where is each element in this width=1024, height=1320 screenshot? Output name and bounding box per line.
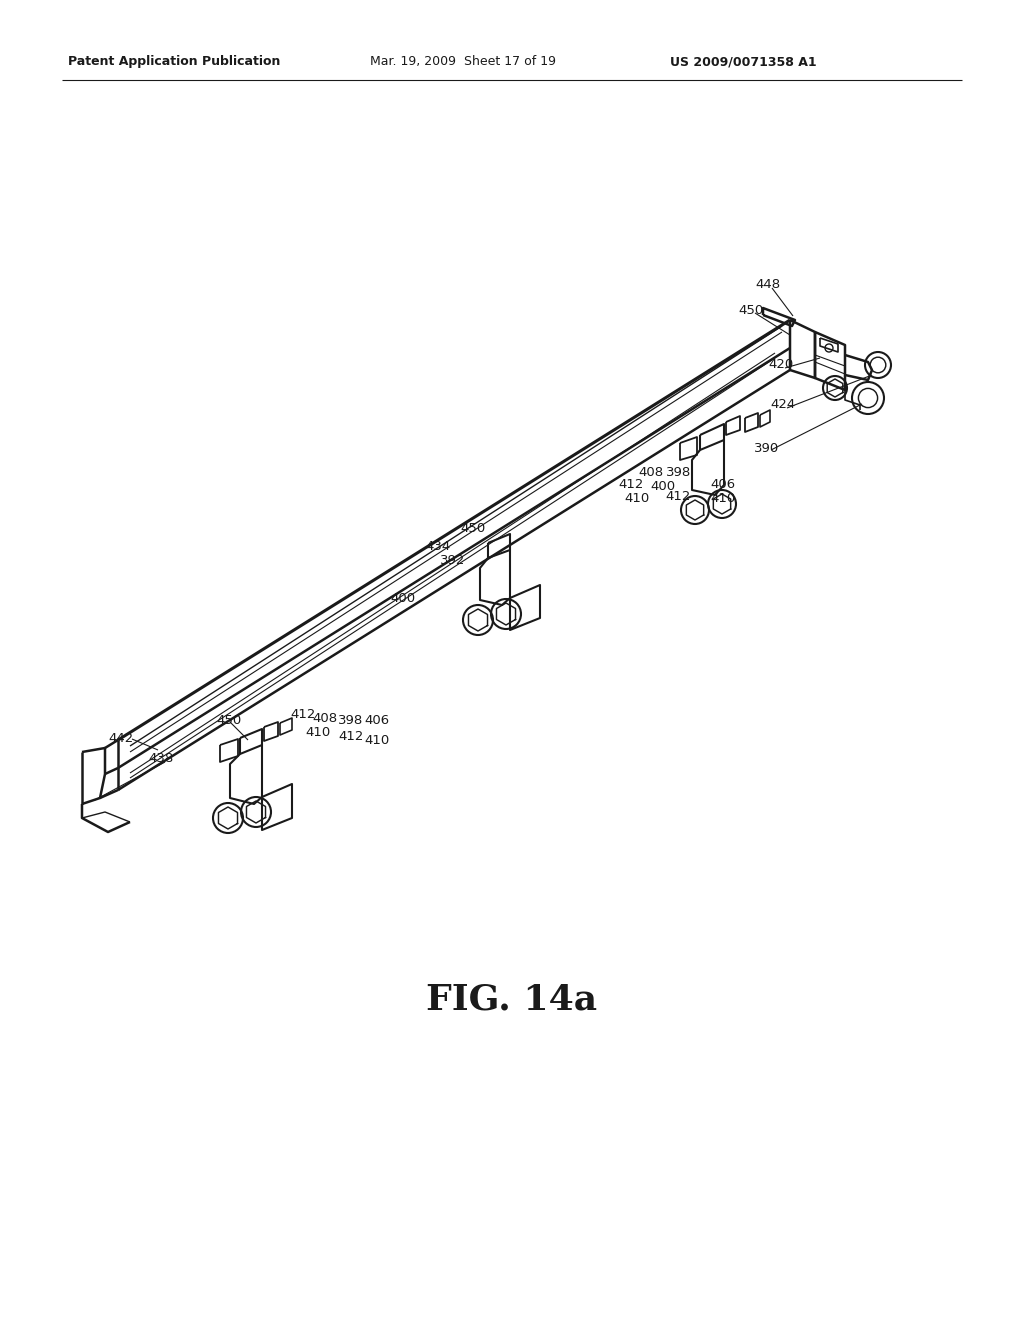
Text: 438: 438 bbox=[148, 751, 173, 764]
Text: 434: 434 bbox=[425, 540, 451, 553]
Text: Mar. 19, 2009  Sheet 17 of 19: Mar. 19, 2009 Sheet 17 of 19 bbox=[370, 55, 556, 69]
Text: 412: 412 bbox=[665, 491, 690, 503]
Text: 442: 442 bbox=[108, 731, 133, 744]
Text: 400: 400 bbox=[650, 479, 675, 492]
Text: 412: 412 bbox=[618, 478, 643, 491]
Text: 420: 420 bbox=[768, 359, 794, 371]
Text: 408: 408 bbox=[638, 466, 664, 479]
Text: 450: 450 bbox=[738, 304, 763, 317]
Text: 412: 412 bbox=[290, 709, 315, 722]
Text: FIG. 14a: FIG. 14a bbox=[426, 983, 598, 1016]
Text: Patent Application Publication: Patent Application Publication bbox=[68, 55, 281, 69]
Text: 450: 450 bbox=[460, 521, 485, 535]
Text: 412: 412 bbox=[338, 730, 364, 742]
Text: 400: 400 bbox=[390, 591, 415, 605]
Text: 424: 424 bbox=[770, 399, 796, 412]
Text: 410: 410 bbox=[364, 734, 389, 747]
Text: 408: 408 bbox=[312, 711, 337, 725]
Text: US 2009/0071358 A1: US 2009/0071358 A1 bbox=[670, 55, 816, 69]
Text: 448: 448 bbox=[755, 279, 780, 292]
Text: 390: 390 bbox=[754, 441, 779, 454]
Text: 410: 410 bbox=[624, 491, 649, 504]
Text: 410: 410 bbox=[305, 726, 331, 738]
Text: 398: 398 bbox=[666, 466, 691, 479]
Text: 406: 406 bbox=[364, 714, 389, 726]
Text: 398: 398 bbox=[338, 714, 364, 726]
Text: 406: 406 bbox=[710, 478, 735, 491]
Text: 392: 392 bbox=[440, 553, 465, 566]
Text: 410: 410 bbox=[710, 491, 735, 504]
Text: 450: 450 bbox=[216, 714, 242, 726]
